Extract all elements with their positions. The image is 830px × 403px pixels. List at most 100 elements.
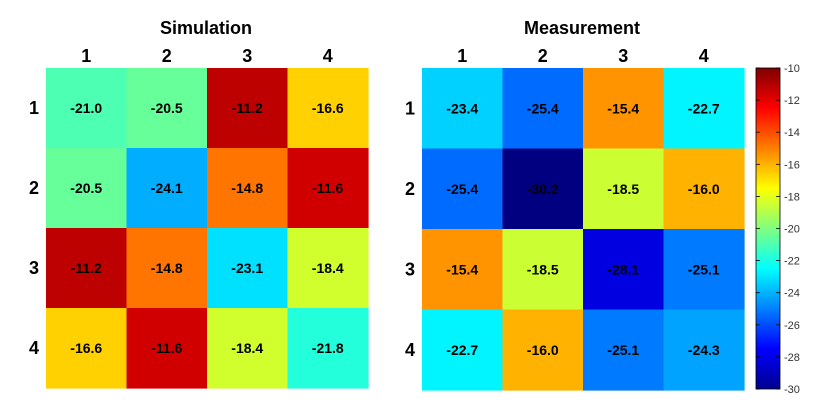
colorbar-tick-label: -24 <box>784 288 800 300</box>
y-tick-label: 3 <box>29 258 39 278</box>
heatmap-cell <box>663 309 745 391</box>
cell-value-label: -28.1 <box>607 261 639 277</box>
cell-value-label: -20.5 <box>151 100 183 116</box>
heatmap-cell <box>126 68 208 149</box>
heatmap-cell <box>207 308 289 389</box>
heatmap-cell <box>422 309 504 391</box>
cell-value-label: -18.4 <box>312 260 344 276</box>
measurement-cells: -23.4 -25.4 -15.4 -22.7 -25.4 -30.2 -18.5 -16.0… <box>422 68 745 391</box>
cell-value-label: -18.4 <box>231 340 263 356</box>
heatmap-cell <box>287 308 369 389</box>
cell-value-label: -15.4 <box>607 100 639 116</box>
colorbar-tick-label: -14 <box>784 127 800 139</box>
heatmap-cell <box>663 229 745 311</box>
heatmap-cell <box>583 148 665 230</box>
measurement-panel: Measurement 1 2 3 4 1 2 3 4 -23.4 -25.4 -15.4 -22… <box>405 18 745 391</box>
heatmap-cell <box>583 309 665 391</box>
cell-value-label: -20.5 <box>70 180 102 196</box>
measurement-x-ticks: 1 2 3 4 <box>457 46 709 66</box>
heatmap-cell <box>207 228 289 309</box>
y-tick-label: 2 <box>405 179 415 199</box>
simulation-cells: -21.0 -20.5 -11.2 -16.6 -20.5 -24.1 -14.8 -11.6… <box>46 68 369 389</box>
heatmap-cell <box>46 228 128 309</box>
cell-value-label: -14.8 <box>231 180 263 196</box>
colorbar-tick-label: -18 <box>784 191 800 203</box>
heatmap-cell <box>287 228 369 309</box>
cell-value-label: -30.2 <box>527 181 559 197</box>
heatmap-cell <box>583 229 665 311</box>
cell-value-label: -24.3 <box>688 342 720 358</box>
heatmap-cell <box>46 148 128 229</box>
heatmap-cell <box>502 68 584 150</box>
x-tick-label: 1 <box>81 46 91 66</box>
cell-value-label: -11.2 <box>232 100 263 116</box>
simulation-y-ticks: 1 2 3 4 <box>29 98 39 358</box>
cell-value-label: -25.4 <box>527 100 559 116</box>
cell-value-label: -25.4 <box>446 181 478 197</box>
heatmap-cell <box>422 229 504 311</box>
x-tick-label: 4 <box>323 46 333 66</box>
heatmap-cell <box>663 148 745 230</box>
heatmap-cell <box>46 68 128 149</box>
x-tick-label: 4 <box>699 46 709 66</box>
simulation-x-ticks: 1 2 3 4 <box>81 46 333 66</box>
heatmap-cell <box>126 148 208 229</box>
measurement-title: Measurement <box>524 18 640 38</box>
cell-value-label: -21.8 <box>312 340 344 356</box>
x-tick-label: 3 <box>242 46 252 66</box>
heatmap-cell <box>422 68 504 150</box>
cell-value-label: -25.1 <box>607 342 639 358</box>
colorbar: -10 -12 -14 -16 -18 -20 -22 -24 -26 -28 -30 <box>755 63 800 396</box>
y-tick-label: 3 <box>405 259 415 279</box>
cell-value-label: -16.6 <box>70 340 102 356</box>
cell-value-label: -25.1 <box>688 261 720 277</box>
cell-value-label: -16.0 <box>527 342 559 358</box>
simulation-panel: Simulation 1 2 3 4 1 2 3 4 -21.0 -20.5 -11.2 -16.… <box>29 18 369 389</box>
heatmap-cell <box>287 148 369 229</box>
heatmap-cell <box>502 229 584 311</box>
y-tick-label: 2 <box>29 178 39 198</box>
cell-value-label: -24.1 <box>151 180 183 196</box>
y-tick-label: 1 <box>405 98 415 118</box>
cell-value-label: -11.6 <box>312 180 343 196</box>
cell-value-label: -16.6 <box>312 100 344 116</box>
colorbar-tick-label: -16 <box>784 159 800 171</box>
y-tick-label: 4 <box>29 338 39 358</box>
y-tick-label: 1 <box>29 98 39 118</box>
cell-value-label: -11.6 <box>151 340 182 356</box>
heatmap-cell <box>502 309 584 391</box>
measurement-y-ticks: 1 2 3 4 <box>405 98 415 360</box>
x-tick-label: 3 <box>618 46 628 66</box>
colorbar-tick-label: -20 <box>784 224 800 236</box>
heatmap-cell <box>126 228 208 309</box>
cell-value-label: -22.7 <box>446 342 478 358</box>
cell-value-label: -16.0 <box>688 181 720 197</box>
colorbar-tick-label: -10 <box>784 63 800 75</box>
cell-value-label: -18.5 <box>607 181 639 197</box>
colorbar-tick-label: -12 <box>784 95 800 107</box>
heatmap-cell <box>207 148 289 229</box>
y-tick-label: 4 <box>405 340 415 360</box>
heatmap-cell <box>287 68 369 149</box>
heatmap-cell <box>583 68 665 150</box>
cell-value-label: -23.4 <box>446 100 478 116</box>
cell-value-label: -21.0 <box>70 100 102 116</box>
heatmap-cell <box>46 308 128 389</box>
x-tick-label: 1 <box>457 46 467 66</box>
colorbar-ticks: -10 -12 -14 -16 -18 -20 -22 -24 -26 -28 -30 <box>756 63 800 396</box>
x-tick-label: 2 <box>538 46 548 66</box>
colorbar-tick-label: -22 <box>784 256 800 268</box>
cell-value-label: -22.7 <box>688 100 720 116</box>
heatmap-cell <box>422 148 504 230</box>
colorbar-tick-label: -26 <box>784 320 800 332</box>
heatmap-cell <box>126 308 208 389</box>
heatmap-cell <box>663 68 745 150</box>
heatmap-cell <box>207 68 289 149</box>
x-tick-label: 2 <box>162 46 172 66</box>
heatmap-cell <box>502 148 584 230</box>
colorbar-tick-label: -30 <box>784 384 800 396</box>
cell-value-label: -14.8 <box>151 260 183 276</box>
cell-value-label: -18.5 <box>527 261 559 277</box>
cell-value-label: -15.4 <box>446 261 478 277</box>
